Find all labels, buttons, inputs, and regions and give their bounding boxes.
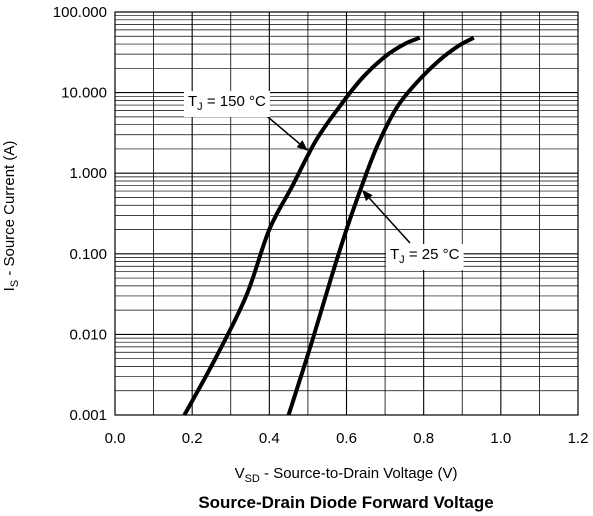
y-axis-title: IS - Source Current (A) xyxy=(1,141,21,292)
x-tick-label: 0.8 xyxy=(413,430,434,447)
annotation-arrowhead-25 xyxy=(361,189,373,202)
y-tick-label: 0.010 xyxy=(69,326,107,343)
annotation-box-150 xyxy=(184,91,270,117)
y-tick-label: 100.000 xyxy=(53,4,107,21)
x-axis-title: VSD - Source-to-Drain Voltage (V) xyxy=(235,465,458,485)
grid xyxy=(115,12,578,415)
plot-frame xyxy=(114,11,579,416)
annotation-arrowhead-150 xyxy=(296,140,308,151)
series-label-25: TJ = 25 °C xyxy=(390,246,460,266)
annotation-arrow-25 xyxy=(368,197,411,244)
x-tick-label: 1.2 xyxy=(568,430,589,447)
series-label-150: TJ = 150 °C xyxy=(188,93,266,113)
annotation-25: TJ = 25 °C xyxy=(361,189,464,270)
annotation-arrow-150 xyxy=(261,111,300,145)
x-tick-label: 0.4 xyxy=(259,430,280,447)
x-tick-label: 0.2 xyxy=(182,430,203,447)
chart-title: Source-Drain Diode Forward Voltage xyxy=(198,493,493,512)
y-tick-label: 1.000 xyxy=(69,165,107,182)
y-tick-label: 10.000 xyxy=(61,85,107,102)
x-tick-label: 0.0 xyxy=(105,430,126,447)
series-line-25 xyxy=(286,35,475,416)
series-group xyxy=(182,35,475,416)
y-tick-label: 0.100 xyxy=(69,246,107,263)
x-tick-label: 1.0 xyxy=(490,430,511,447)
tick-labels: 0.0 0.2 0.4 0.6 0.8 1.0 1.2 0.001 0.010 0.100 1.00… xyxy=(53,4,589,447)
series-line-150 xyxy=(182,35,421,416)
annotation-box-25 xyxy=(386,244,464,270)
annotation-150: TJ = 150 °C xyxy=(184,91,308,151)
y-tick-label: 0.001 xyxy=(69,407,107,424)
x-tick-label: 0.6 xyxy=(336,430,357,447)
